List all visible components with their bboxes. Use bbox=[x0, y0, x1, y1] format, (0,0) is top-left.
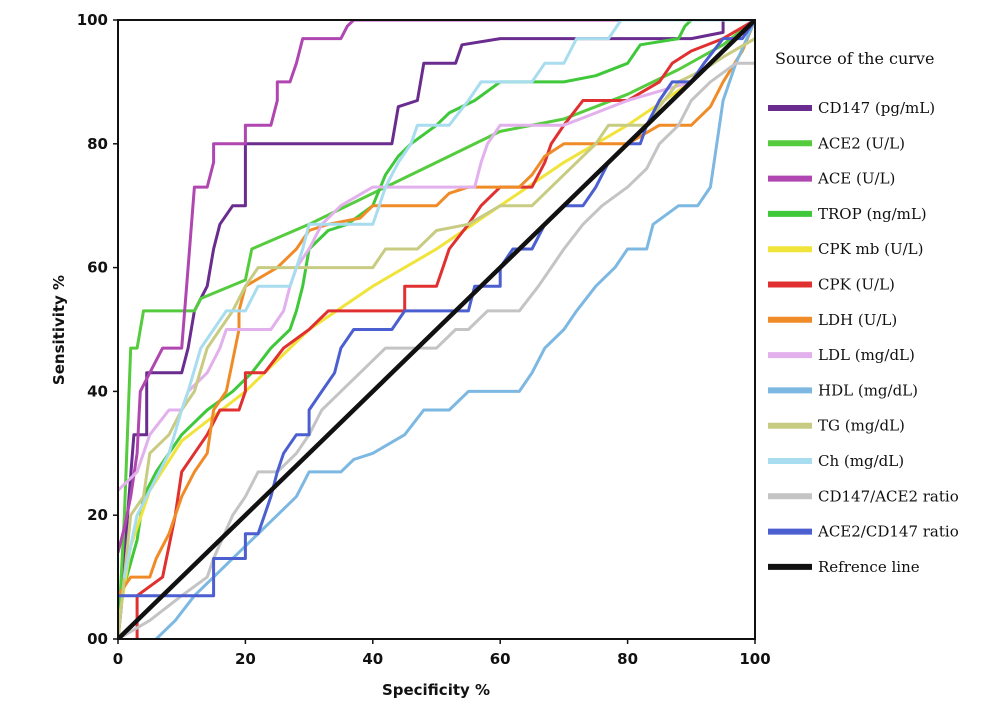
y-tick-label: 100 bbox=[77, 11, 108, 29]
x-axis-title: Specificity % bbox=[382, 681, 490, 699]
legend-label: ACE (U/L) bbox=[817, 170, 895, 188]
legend-label: LDH (U/L) bbox=[818, 311, 897, 329]
legend-title: Source of the curve bbox=[775, 49, 934, 68]
y-tick-label: 40 bbox=[87, 382, 108, 400]
legend-item: LDH (U/L) bbox=[768, 311, 897, 329]
y-axis-title: Sensitivity % bbox=[50, 275, 68, 385]
legend-item: LDL (mg/dL) bbox=[768, 346, 915, 364]
legend-label: Ch (mg/dL) bbox=[818, 452, 904, 470]
legend-label: CPK mb (U/L) bbox=[818, 240, 924, 258]
series-line-7 bbox=[118, 20, 755, 492]
x-tick-label: 100 bbox=[739, 650, 770, 668]
legend-item: TG (mg/dL) bbox=[768, 417, 905, 435]
legend-label: ACE2 (U/L) bbox=[817, 134, 905, 152]
legend-item: CPK (U/L) bbox=[768, 276, 895, 294]
series-layer bbox=[118, 20, 755, 639]
series-line-11 bbox=[118, 61, 755, 639]
legend-item: Refrence line bbox=[768, 558, 920, 576]
x-tick-label: 20 bbox=[235, 650, 256, 668]
legend-item: CPK mb (U/L) bbox=[768, 240, 924, 258]
legend-item: CD147 (pg/mL) bbox=[768, 99, 935, 117]
legend-label: ACE2/CD147 ratio bbox=[817, 523, 959, 541]
series-line-8 bbox=[154, 20, 755, 639]
plot-frame bbox=[117, 19, 756, 640]
series-line-13 bbox=[118, 20, 755, 639]
series-line-2 bbox=[118, 20, 755, 554]
y-tick-label: 80 bbox=[87, 135, 108, 153]
legend-item: CD147/ACE2 ratio bbox=[768, 487, 959, 505]
legend-item: ACE2/CD147 ratio bbox=[768, 523, 959, 541]
legend-label: CD147 (pg/mL) bbox=[818, 99, 935, 117]
y-tick-label: 60 bbox=[87, 259, 108, 277]
y-axis-ticks: 00 20 40 60 80 100 bbox=[77, 11, 118, 648]
y-tick-label: 20 bbox=[87, 506, 108, 524]
legend-item: HDL (mg/dL) bbox=[768, 381, 918, 399]
legend-label: TROP (ng/mL) bbox=[818, 205, 927, 223]
series-line-10 bbox=[122, 20, 755, 579]
x-tick-label: 80 bbox=[617, 650, 638, 668]
series-line-5 bbox=[135, 20, 755, 639]
legend-item: TROP (ng/mL) bbox=[768, 205, 927, 223]
legend: CD147 (pg/mL) ACE2 (U/L) ACE (U/L) TROP (ng… bbox=[768, 99, 959, 576]
y-tick-label: 00 bbox=[87, 630, 108, 648]
x-tick-label: 40 bbox=[362, 650, 383, 668]
legend-label: CPK (U/L) bbox=[818, 276, 895, 294]
x-axis-ticks: 0 20 40 60 80 100 bbox=[113, 639, 771, 668]
legend-label: TG (mg/dL) bbox=[818, 417, 905, 435]
legend-label: LDL (mg/dL) bbox=[818, 346, 915, 364]
x-tick-label: 0 bbox=[113, 650, 123, 668]
legend-item: ACE (U/L) bbox=[768, 170, 895, 188]
x-tick-label: 60 bbox=[490, 650, 511, 668]
series-line-12 bbox=[118, 20, 755, 598]
legend-label: Refrence line bbox=[818, 558, 920, 576]
legend-label: HDL (mg/dL) bbox=[818, 381, 918, 399]
legend-item: Ch (mg/dL) bbox=[768, 452, 904, 470]
legend-item: ACE2 (U/L) bbox=[768, 134, 905, 152]
legend-label: CD147/ACE2 ratio bbox=[818, 487, 959, 505]
